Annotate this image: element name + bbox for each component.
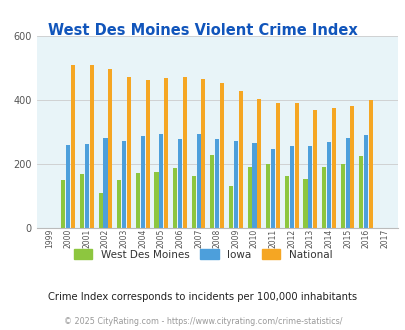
Bar — [140, 136, 145, 228]
Bar — [266, 164, 270, 228]
Bar — [312, 110, 316, 228]
Bar — [126, 77, 131, 228]
Bar — [85, 144, 89, 228]
Bar — [363, 135, 367, 228]
Bar — [220, 82, 224, 228]
Bar — [80, 174, 84, 228]
Bar — [303, 179, 307, 228]
Bar — [103, 138, 107, 228]
Bar — [108, 69, 112, 228]
Bar — [66, 145, 70, 228]
Bar — [196, 134, 200, 228]
Bar — [275, 103, 279, 228]
Bar — [90, 65, 94, 228]
Bar — [326, 142, 330, 228]
Bar — [122, 141, 126, 228]
Text: Crime Index corresponds to incidents per 100,000 inhabitants: Crime Index corresponds to incidents per… — [48, 292, 357, 302]
Bar — [164, 78, 168, 228]
Bar — [182, 77, 186, 228]
Bar — [358, 156, 362, 228]
Bar — [61, 180, 65, 228]
Bar — [368, 100, 372, 228]
Text: West Des Moines Violent Crime Index: West Des Moines Violent Crime Index — [48, 23, 357, 38]
Bar — [98, 193, 102, 228]
Bar — [173, 168, 177, 228]
Bar — [321, 167, 325, 228]
Bar — [340, 164, 344, 228]
Bar — [117, 181, 121, 228]
Bar — [271, 149, 275, 228]
Bar — [154, 172, 158, 228]
Bar — [233, 141, 237, 228]
Bar — [191, 176, 195, 228]
Bar — [177, 139, 181, 228]
Bar — [284, 176, 288, 228]
Bar — [210, 155, 214, 228]
Bar — [159, 134, 163, 228]
Bar — [71, 65, 75, 228]
Bar — [331, 108, 335, 228]
Bar — [307, 146, 311, 228]
Legend: West Des Moines, Iowa, National: West Des Moines, Iowa, National — [69, 245, 336, 264]
Text: © 2025 CityRating.com - https://www.cityrating.com/crime-statistics/: © 2025 CityRating.com - https://www.city… — [64, 317, 341, 326]
Bar — [238, 91, 242, 228]
Bar — [201, 79, 205, 228]
Bar — [257, 98, 261, 228]
Bar — [350, 106, 354, 228]
Bar — [294, 103, 298, 228]
Bar — [252, 143, 256, 228]
Bar — [145, 80, 149, 228]
Bar — [136, 173, 140, 228]
Bar — [247, 167, 251, 228]
Bar — [228, 186, 232, 228]
Bar — [215, 139, 219, 228]
Bar — [289, 147, 293, 228]
Bar — [345, 138, 349, 228]
